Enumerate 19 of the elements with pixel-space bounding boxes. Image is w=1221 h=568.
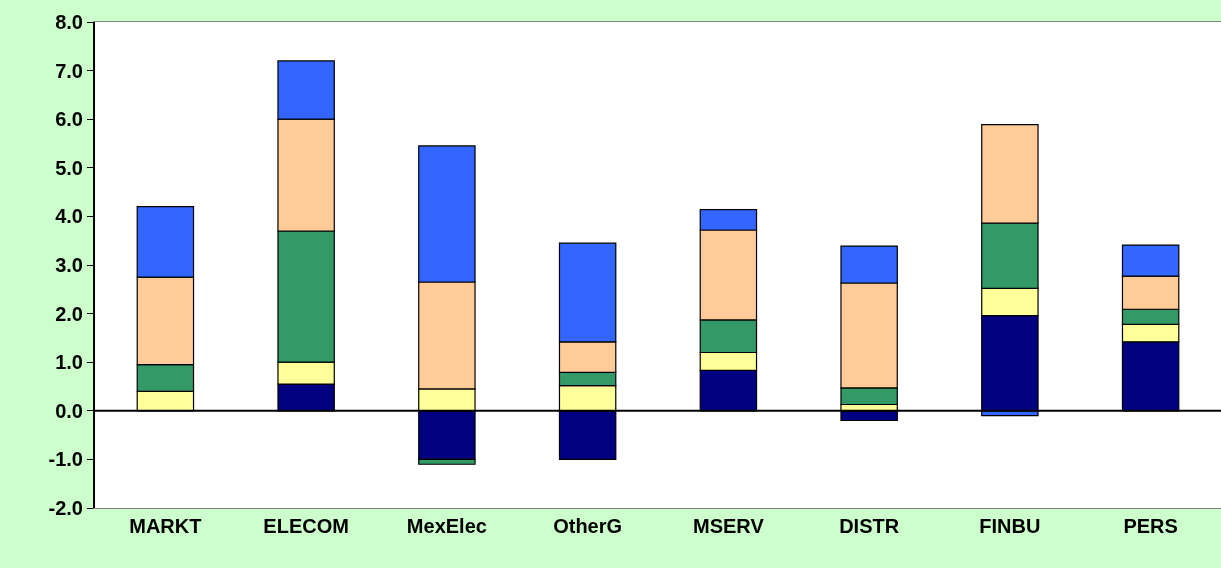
x-tick-label: MSERV <box>693 515 765 537</box>
x-tick-label: DISTR <box>839 515 900 537</box>
x-tick-label: FINBU <box>979 515 1041 537</box>
x-tick-label: ELECOM <box>263 515 349 537</box>
y-tick-label: 8.0 <box>55 11 83 33</box>
x-tick-label: OtherG <box>553 515 623 537</box>
y-tick-label: -1.0 <box>48 448 83 471</box>
y-tick-label: 2.0 <box>55 302 83 325</box>
y-tick-label: 1.0 <box>55 351 83 374</box>
y-tick-label: 5.0 <box>55 156 83 179</box>
y-tick-label: 6.0 <box>55 108 83 131</box>
y-tick-label: 3.0 <box>55 254 83 276</box>
y-tick-label: -2.0 <box>48 497 83 519</box>
y-tick-label: 0.0 <box>55 399 83 422</box>
x-tick-label: MexElec <box>406 515 487 537</box>
x-tick-label: PERS <box>1123 515 1178 537</box>
y-tick-label: 7.0 <box>55 59 83 82</box>
x-tick-label: MARKT <box>129 515 202 537</box>
y-tick-label: 4.0 <box>55 205 83 228</box>
